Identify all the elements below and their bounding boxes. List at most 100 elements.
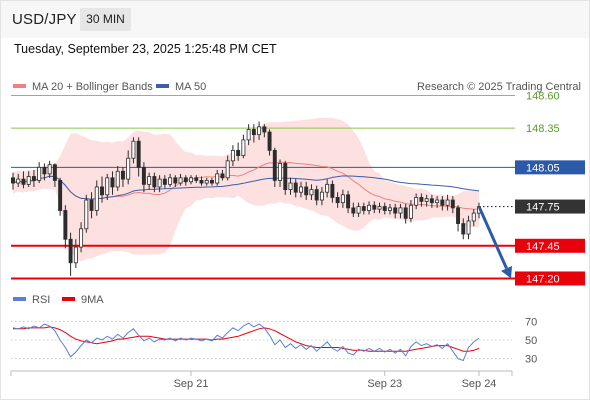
candle: [183, 175, 188, 186]
candle-body: [31, 176, 36, 181]
candle-body: [63, 210, 68, 240]
candle: [189, 175, 193, 185]
candle-body: [361, 206, 366, 211]
candle: [346, 190, 351, 214]
forecast-arrow-shaft: [477, 205, 508, 270]
time-axis: Sep 21 Sep 23 Sep 24: [10, 370, 513, 390]
level-label-147.75: 147.75: [526, 202, 560, 214]
attribution-text: Research © 2025 Trading Central: [417, 81, 581, 93]
candle: [267, 129, 272, 156]
candle-body: [272, 149, 277, 181]
candle-body: [37, 166, 42, 181]
candle: [388, 203, 392, 215]
candle: [278, 159, 283, 187]
candle-body: [204, 180, 209, 184]
timeframe-button[interactable]: 30 MIN: [80, 8, 131, 31]
rsi-panel: 70 50 30: [11, 316, 537, 366]
candle: [141, 162, 146, 193]
candle-body: [26, 176, 31, 185]
candle-body: [440, 199, 445, 206]
candle: [152, 172, 157, 193]
candle: [403, 203, 408, 224]
candle: [58, 177, 63, 216]
candle-body: [414, 197, 419, 206]
level-label-box: [515, 199, 585, 214]
candle: [440, 196, 445, 211]
candle: [471, 209, 476, 227]
candle: [319, 186, 324, 206]
candle: [293, 179, 298, 198]
candle-body: [393, 207, 398, 214]
candle: [450, 196, 455, 214]
candle: [110, 171, 115, 195]
candle: [236, 142, 241, 161]
candle: [21, 171, 26, 189]
candle: [251, 124, 256, 143]
legend-swatch: [13, 84, 26, 88]
rsi-legend-label: RSI: [32, 294, 50, 306]
candle-body: [68, 238, 73, 264]
candle: [16, 173, 21, 187]
candle: [330, 180, 335, 203]
candle-body: [435, 199, 440, 204]
candle-body: [21, 178, 26, 185]
candle: [299, 181, 303, 198]
candle: [372, 201, 377, 214]
candle-body: [377, 206, 382, 210]
candle-body: [309, 189, 314, 196]
candle: [230, 145, 235, 167]
candle: [147, 172, 152, 190]
candle-body: [278, 163, 283, 181]
candle: [241, 134, 246, 159]
candle: [168, 173, 173, 187]
candle-body: [372, 204, 377, 210]
candle-body: [183, 177, 188, 183]
rsi-legend-swatch: [62, 297, 75, 301]
candle-body: [429, 198, 434, 204]
candle-body: [199, 180, 204, 184]
candle: [424, 194, 429, 207]
candle-body: [209, 180, 214, 184]
candle: [288, 177, 293, 195]
candle-body: [141, 166, 146, 185]
candle-body: [126, 157, 131, 180]
candle-body: [168, 177, 173, 185]
rsi-legend-label: 9MA: [81, 294, 104, 306]
candle: [73, 239, 78, 269]
candle-body: [424, 198, 429, 202]
candle-body: [73, 246, 78, 264]
candle: [246, 124, 251, 146]
candle-body: [346, 194, 351, 209]
candle: [335, 192, 340, 208]
candle: [94, 180, 99, 216]
candle-body: [120, 170, 125, 180]
candle: [356, 202, 361, 218]
candle-body: [419, 197, 424, 202]
candle-body: [283, 163, 288, 190]
candles: [11, 121, 481, 276]
candle: [26, 171, 31, 187]
candle-body: [330, 183, 335, 198]
candle: [162, 175, 167, 189]
candle-body: [47, 164, 52, 175]
candle-body: [356, 206, 361, 214]
candle-body: [262, 126, 267, 133]
candle: [414, 193, 419, 210]
candle-body: [189, 177, 193, 183]
bollinger-band-layer: [13, 117, 479, 262]
candle-body: [319, 191, 324, 201]
candle: [42, 163, 47, 181]
candle-body: [42, 166, 47, 175]
candle: [456, 205, 461, 232]
candle-body: [16, 178, 21, 184]
time-axis-label: Sep 23: [367, 378, 402, 390]
candle: [194, 175, 199, 184]
candle: [220, 169, 225, 181]
candle-body: [388, 207, 392, 211]
candle-body: [194, 177, 199, 181]
candle-body: [466, 220, 471, 235]
rsi-line: [12, 322, 480, 362]
candle-body: [445, 199, 450, 206]
candle-body: [340, 194, 345, 204]
